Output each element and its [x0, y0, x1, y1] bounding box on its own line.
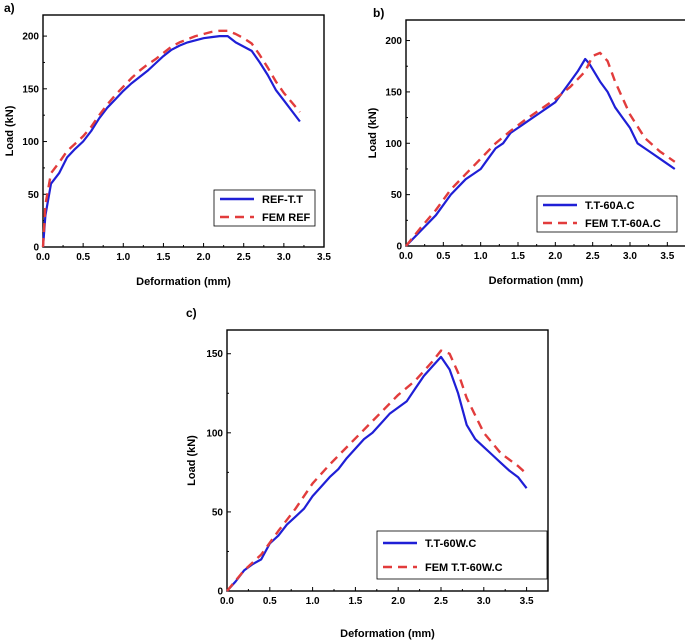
- x-tick-label: 2.5: [434, 596, 448, 607]
- x-axis-title: Deformation (mm): [340, 628, 435, 640]
- y-axis-title: Load (kN): [4, 105, 16, 156]
- y-tick-label: 100: [22, 137, 39, 148]
- x-tick-label: 2.5: [237, 252, 251, 263]
- series-line-fem-t-t-60w-c: [226, 349, 528, 592]
- legend-box: [213, 189, 316, 227]
- y-tick-label: 150: [206, 349, 223, 360]
- legend: REF-T.T FEM REF: [213, 189, 316, 227]
- legend-label: REF-T.T: [262, 194, 303, 206]
- series-line-t-t-60w-c: [226, 355, 528, 592]
- y-tick-label: 0: [217, 587, 223, 598]
- legend: T.T-60A.C FEM T.T-60A.C: [536, 195, 678, 233]
- x-tick-label: 0.5: [436, 251, 450, 262]
- x-tick-label: 2.0: [548, 251, 562, 262]
- y-tick-label: 200: [385, 36, 402, 47]
- x-tick-label: 3.5: [660, 251, 674, 262]
- y-tick-label: 100: [385, 139, 402, 150]
- x-tick-label: 1.0: [306, 596, 320, 607]
- panel-label: a): [4, 1, 15, 15]
- y-tick-label: 100: [206, 428, 223, 439]
- x-tick-label: 0.5: [263, 596, 277, 607]
- x-tick-label: 2.5: [586, 251, 600, 262]
- panel-label: b): [373, 6, 384, 20]
- legend-label: FEM T.T-60A.C: [585, 218, 661, 230]
- y-tick-label: 200: [22, 32, 39, 43]
- legend-label: FEM T.T-60W.C: [425, 562, 503, 574]
- chart-panel-b: b) 0.0 0.5 1.0 1.5 2.0 2.5 3.0 3.5 0 50 100 150 200 De…: [367, 6, 685, 287]
- x-tick-label: 2.0: [391, 596, 405, 607]
- y-tick-label: 50: [212, 507, 224, 518]
- x-tick-label: 3.5: [520, 596, 534, 607]
- y-tick-label: 50: [391, 190, 403, 201]
- y-tick-label: 150: [385, 87, 402, 98]
- x-axis-title: Deformation (mm): [136, 276, 231, 288]
- x-tick-label: 1.5: [156, 252, 170, 263]
- y-tick-label: 50: [28, 190, 40, 201]
- y-tick-label: 150: [22, 84, 39, 95]
- x-tick-label: 0.0: [399, 251, 413, 262]
- x-tick-label: 3.0: [277, 252, 291, 263]
- x-tick-label: 0.0: [220, 596, 234, 607]
- y-tick-label: 0: [396, 242, 402, 253]
- x-tick-label: 0.5: [76, 252, 90, 263]
- x-tick-label: 1.0: [116, 252, 130, 263]
- series-line-ref-t-t: [41, 35, 301, 248]
- chart-panel-a: a) 0.0 0.5 1.0 1.5 2.0 2.5 3.0 3.5 0 50 100 150 200 De…: [4, 1, 331, 288]
- x-tick-label: 1.5: [511, 251, 525, 262]
- y-tick-label: 0: [33, 243, 39, 254]
- series-line-fem-ref: [41, 29, 301, 248]
- y-axis-title: Load (kN): [186, 435, 198, 486]
- x-tick-label: 3.5: [317, 252, 331, 263]
- x-tick-label: 3.0: [477, 596, 491, 607]
- x-axis-title: Deformation (mm): [489, 275, 584, 287]
- series-line-fem-t-t-60a-c: [405, 51, 676, 247]
- x-tick-label: 3.0: [623, 251, 637, 262]
- legend-label: T.T-60A.C: [585, 200, 635, 212]
- plot-frame: [405, 19, 685, 247]
- chart-panel-c: c) 0.0 0.5 1.0 1.5 2.0 2.5 3.0 3.5 0 50 100 150 Defor…: [186, 306, 549, 640]
- y-axis-title: Load (kN): [367, 107, 379, 158]
- legend-box: [376, 530, 548, 580]
- x-tick-label: 1.0: [474, 251, 488, 262]
- x-tick-label: 2.0: [197, 252, 211, 263]
- plot-frame: [226, 329, 549, 592]
- legend-label: T.T-60W.C: [425, 538, 476, 550]
- legend-box: [536, 195, 678, 233]
- x-tick-label: 0.0: [36, 252, 50, 263]
- legend: T.T-60W.C FEM T.T-60W.C: [376, 530, 548, 580]
- legend-label: FEM REF: [262, 212, 311, 224]
- x-tick-label: 1.5: [348, 596, 362, 607]
- panel-label: c): [186, 306, 197, 320]
